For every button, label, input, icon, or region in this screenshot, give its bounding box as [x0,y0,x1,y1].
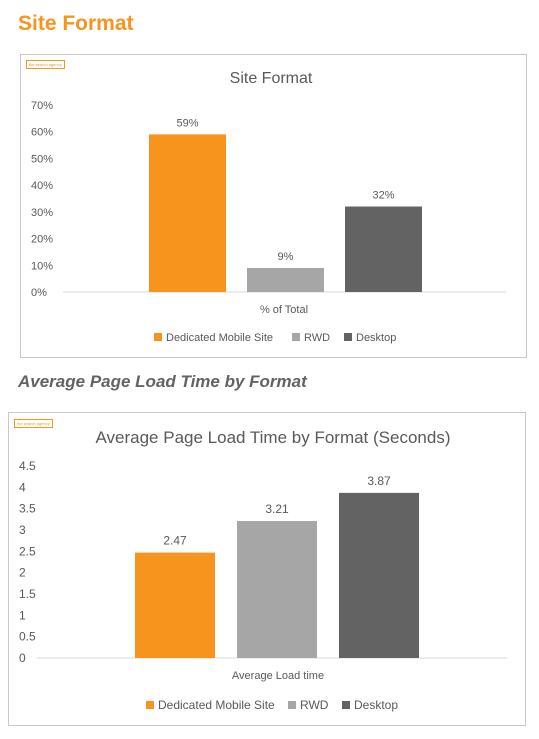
y-tick-label: 4 [19,480,26,494]
data-label-dedicated-mobile-site: 59% [176,117,198,129]
legend-swatch-rwd [292,333,300,341]
bar-desktop [339,492,419,658]
x-category-label: % of Total [260,304,308,316]
section-title-load-time: Average Page Load Time by Format [18,372,307,391]
legend-swatch-rwd [288,701,296,709]
y-tick-label: 30% [31,207,53,219]
y-tick-label: 50% [31,153,53,165]
site-format-chart: the search agency Site Format 0% 10% 20% 30%… [20,54,527,358]
y-tick-label: 4.5 [19,459,36,473]
section-title-site-format: Site Format [18,12,134,35]
legend-swatch-dedicated-mobile-site [146,701,154,709]
load-time-chart-svg: Average Page Load Time by Format (Second… [19,428,507,712]
bar-rwd [237,521,317,658]
y-tick-label: 10% [31,260,53,272]
legend-label-rwd: RWD [304,332,330,344]
y-tick-label: 3.5 [19,502,36,516]
y-tick-label: 1 [19,608,26,622]
data-label-desktop: 32% [372,190,394,202]
legend-label-rwd: RWD [300,698,329,712]
legend-label-dedicated-mobile-site: Dedicated Mobile Site [158,698,275,712]
y-tick-label: 0 [19,651,26,665]
y-tick-label: 2.5 [19,544,36,558]
y-tick-label: 0.5 [19,630,36,644]
chart-title: Average Page Load Time by Format (Second… [96,428,451,447]
y-tick-label: 40% [31,180,53,192]
agency-logo-badge: the search agency [14,419,53,428]
chart-title: Site Format [230,70,313,87]
y-tick-label: 20% [31,234,53,246]
legend-swatch-desktop [342,701,350,709]
legend-swatch-dedicated-mobile-site [154,333,162,341]
legend-swatch-desktop [344,333,352,341]
agency-logo-badge: the search agency [26,60,65,69]
data-label-desktop: 3.87 [367,474,391,488]
y-tick-label: 3 [19,523,26,537]
y-tick-label: 2 [19,566,26,580]
data-label-dedicated-mobile-site: 2.47 [163,534,187,548]
legend-label-desktop: Desktop [356,332,396,344]
data-label-rwd: 3.21 [265,502,289,516]
y-tick-label: 60% [31,127,53,139]
y-tick-label: 1.5 [19,587,36,601]
bar-dedicated-mobile-site [135,552,215,658]
load-time-chart: the search agency Average Page Load Time… [8,412,526,726]
site-format-chart-svg: Site Format 0% 10% 20% 30% 40% 50% 60% 70% 59% 9% 3… [31,70,506,344]
x-category-label: Average Load time [232,670,324,682]
bar-desktop [345,206,422,292]
bar-rwd [247,267,324,292]
legend-label-desktop: Desktop [354,698,398,712]
data-label-rwd: 9% [278,251,294,263]
bar-dedicated-mobile-site [149,134,226,292]
y-tick-label: 70% [31,100,53,112]
y-tick-label: 0% [31,287,47,299]
legend-label-dedicated-mobile-site: Dedicated Mobile Site [166,332,273,344]
